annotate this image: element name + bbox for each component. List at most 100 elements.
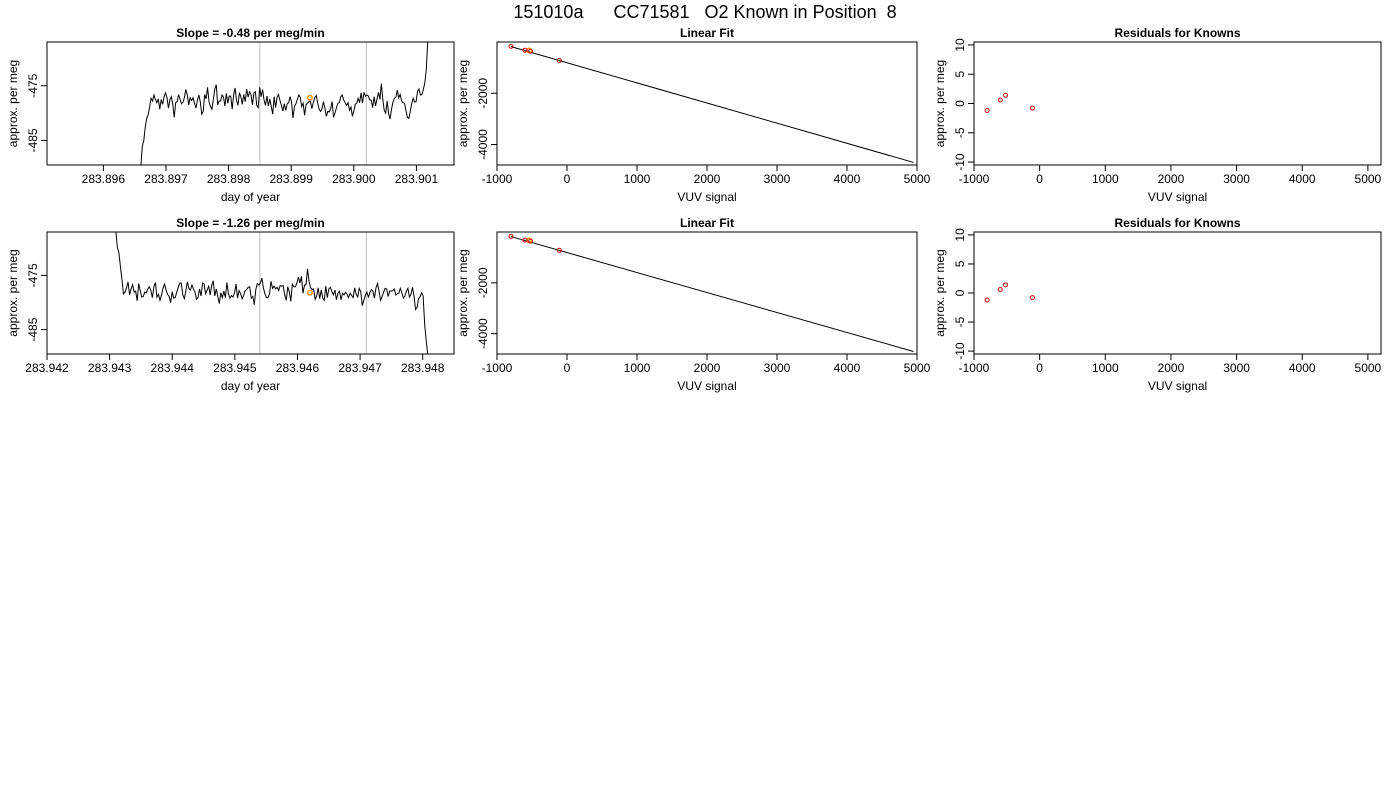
x-tick-label: 283.901 — [395, 172, 439, 186]
known-point — [556, 247, 562, 253]
y-tick-label: -485 — [26, 128, 40, 152]
known-point — [997, 97, 1003, 103]
x-tick-label: 1000 — [624, 172, 651, 186]
x-tick-label: 283.945 — [213, 361, 257, 375]
y-tick-label: -5 — [953, 127, 967, 138]
x-tick-label: 283.896 — [82, 172, 126, 186]
plot-area — [140, 42, 429, 165]
highlight-point — [307, 289, 313, 296]
known-point — [1029, 105, 1035, 111]
highlight-point — [307, 94, 313, 101]
plot-area — [984, 92, 1035, 114]
x-tick-label: 2000 — [1158, 361, 1185, 375]
x-axis-label: VUV signal — [1148, 190, 1207, 204]
y-tick-label: -4000 — [476, 129, 490, 160]
y-tick-label: -5 — [953, 316, 967, 327]
panel-title: Linear Fit — [680, 26, 734, 40]
panel-title: Slope = -0.48 per meg/min — [176, 26, 324, 40]
y-axis-label: approx. per meg — [456, 60, 470, 147]
x-tick-label: 1000 — [1092, 172, 1119, 186]
series-line — [115, 232, 429, 354]
plot-frame — [46, 231, 455, 355]
x-tick-label: 3000 — [764, 172, 791, 186]
x-tick-label: 4000 — [834, 172, 861, 186]
known-point — [984, 108, 990, 114]
fit-line — [510, 236, 914, 352]
known-point — [1003, 92, 1009, 98]
known-point — [528, 238, 534, 244]
x-tick-label: 2000 — [694, 361, 721, 375]
x-tick-label: 0 — [564, 361, 571, 375]
x-tick-label: 1000 — [1092, 361, 1119, 375]
x-tick-label: 283.898 — [207, 172, 251, 186]
x-tick-label: 283.947 — [338, 361, 382, 375]
panel-title: Residuals for Knowns — [1114, 216, 1240, 230]
fit-line — [510, 46, 914, 163]
x-tick-label: 1000 — [624, 361, 651, 375]
plot-area — [115, 232, 429, 354]
plot-frame — [496, 231, 918, 355]
known-point — [997, 287, 1003, 293]
y-axis-label: approx. per meg — [933, 60, 947, 147]
x-tick-label: 283.946 — [276, 361, 320, 375]
x-axis-label: VUV signal — [1148, 379, 1207, 393]
x-tick-label: 283.900 — [332, 172, 376, 186]
x-tick-label: 283.948 — [401, 361, 445, 375]
series-line — [140, 42, 429, 165]
known-point — [522, 237, 528, 243]
panel-4: Slope = -1.26 per meg/min 283.942 283.943 2… — [6, 216, 455, 393]
x-tick-label: 2000 — [694, 172, 721, 186]
known-point — [528, 48, 534, 54]
panel-title: Slope = -1.26 per meg/min — [176, 216, 324, 230]
plot-area — [508, 233, 914, 352]
x-tick-label: 5000 — [904, 172, 931, 186]
y-tick-label: -4000 — [476, 318, 490, 349]
x-tick-label: 283.943 — [88, 361, 132, 375]
y-tick-label: -475 — [26, 263, 40, 287]
y-tick-label: -10 — [953, 342, 967, 360]
x-tick-label: 3000 — [1223, 172, 1250, 186]
panel-3: Residuals for Knowns -1000 0 1000 2000 3000 40… — [933, 26, 1382, 204]
known-point — [1029, 295, 1035, 301]
x-axis-label: day of year — [221, 190, 280, 204]
panel-6: Residuals for Knowns -1000 0 1000 2000 3000 40… — [933, 216, 1382, 393]
panel-1: Slope = -0.48 per meg/min 283.896 283.897 2… — [6, 26, 455, 204]
y-axis-label: approx. per meg — [6, 249, 20, 336]
y-tick-label: -2000 — [476, 267, 490, 298]
x-axis-label: VUV signal — [677, 190, 736, 204]
plot-frame — [496, 41, 918, 166]
x-tick-label: -1000 — [959, 361, 990, 375]
x-tick-label: 283.897 — [144, 172, 188, 186]
x-tick-label: 5000 — [904, 361, 931, 375]
y-tick-label: 0 — [953, 100, 967, 107]
x-tick-label: -1000 — [482, 361, 513, 375]
y-tick-label: 5 — [953, 71, 967, 78]
x-tick-label: 283.899 — [270, 172, 314, 186]
panel-5: Linear Fit -1000 0 1000 2000 3000 4000 5000 -200… — [456, 216, 931, 393]
panel-2: Linear Fit -1000 0 1000 2000 3000 4000 5000 -200… — [456, 26, 931, 204]
y-tick-label: -2000 — [476, 78, 490, 109]
known-point — [984, 297, 990, 303]
panel-title: Linear Fit — [680, 216, 734, 230]
x-tick-label: 5000 — [1355, 361, 1382, 375]
x-tick-label: 283.944 — [151, 361, 195, 375]
x-tick-label: 0 — [1036, 361, 1043, 375]
x-axis-label: VUV signal — [677, 379, 736, 393]
known-point — [556, 57, 562, 63]
x-tick-label: -1000 — [959, 172, 990, 186]
x-tick-label: 4000 — [1289, 361, 1316, 375]
x-tick-label: 0 — [1036, 172, 1043, 186]
y-tick-label: 10 — [953, 228, 967, 242]
x-tick-label: 283.942 — [25, 361, 69, 375]
x-tick-label: 2000 — [1158, 172, 1185, 186]
plot-frame — [46, 41, 455, 166]
known-point — [508, 233, 514, 239]
plot-area — [984, 282, 1035, 303]
x-tick-label: -1000 — [482, 172, 513, 186]
known-point — [1003, 282, 1009, 288]
known-point — [522, 47, 528, 53]
y-tick-label: -485 — [26, 317, 40, 341]
x-tick-label: 5000 — [1355, 172, 1382, 186]
x-tick-label: 3000 — [764, 361, 791, 375]
